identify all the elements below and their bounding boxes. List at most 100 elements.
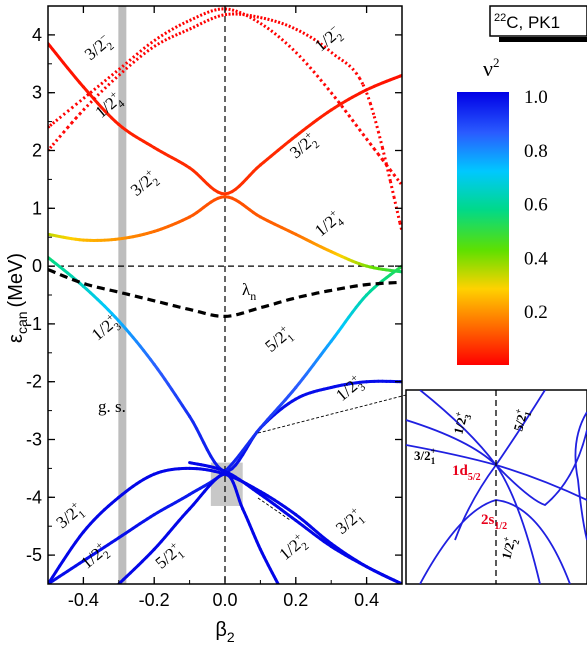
curve-segment	[168, 29, 172, 31]
curve-segment	[72, 118, 76, 123]
level-label: 1/2−2	[310, 22, 347, 58]
curve-segment	[112, 79, 116, 82]
curve-segment	[165, 32, 169, 34]
curve-segment	[179, 32, 183, 34]
curve-segment	[83, 96, 87, 99]
curve-segment	[68, 123, 72, 128]
level-label: 1/2+3	[332, 372, 369, 408]
curve-segment	[197, 24, 201, 26]
curve-segment	[193, 26, 197, 28]
curve-segment	[204, 13, 208, 14]
curve-segment	[140, 49, 144, 52]
level-label: 3/2+2	[126, 167, 163, 203]
curve-segment	[218, 15, 222, 16]
curve-segment	[360, 78, 364, 85]
curve-segment	[321, 80, 325, 84]
curve-segment	[250, 17, 254, 19]
curve-segment	[147, 43, 151, 46]
curve-segment	[394, 175, 397, 179]
curve-segment	[158, 36, 162, 38]
curve-segment	[56, 137, 60, 141]
y-tick-label: -3	[26, 430, 42, 450]
curve-segment	[317, 76, 321, 80]
curve-segment	[335, 97, 339, 101]
curve-segment	[129, 58, 133, 61]
curve-segment	[101, 81, 105, 84]
curve-segment	[310, 67, 314, 71]
curve-segment	[115, 70, 119, 73]
curve-segment	[296, 52, 300, 56]
curve-segment	[278, 22, 282, 23]
curve-segment	[80, 110, 84, 114]
curve-segment	[246, 15, 250, 17]
gs-label: g. s.	[98, 397, 126, 416]
curve-segment	[186, 29, 190, 31]
curve-segment	[147, 49, 151, 52]
curve-segment	[151, 41, 155, 44]
x-tick-label: -0.4	[68, 590, 99, 610]
curve-segment	[338, 58, 342, 60]
y-tick-label: -5	[26, 545, 42, 565]
curve-segment	[328, 88, 332, 92]
curve-segment	[285, 42, 289, 45]
curve-segment	[197, 16, 201, 18]
curve-segment	[183, 22, 187, 24]
colorbar: ν2 1.00.80.60.40.2	[457, 55, 548, 365]
curve-segment	[53, 121, 56, 124]
curve-segment	[331, 93, 335, 97]
curve-segment	[324, 84, 328, 88]
curve-segment	[397, 179, 400, 183]
x-axis-label: β2	[215, 619, 235, 645]
curve-segment	[60, 115, 64, 118]
curve-segment	[342, 60, 346, 62]
curve-segment	[397, 211, 400, 223]
level-label: 3/2+1	[332, 505, 369, 541]
curve-segment	[264, 26, 268, 28]
curve-segment	[68, 108, 72, 111]
curve-segment	[370, 103, 374, 116]
curve-segment	[214, 16, 218, 17]
curve-segment	[296, 29, 300, 31]
curve-segment	[211, 18, 215, 19]
curve-segment	[183, 31, 187, 33]
curve-segment	[306, 35, 310, 37]
curve-segment	[186, 20, 190, 22]
curve-segment	[105, 78, 109, 81]
curve-segment	[94, 95, 98, 99]
curve-segment	[87, 103, 91, 107]
curve-segment	[190, 19, 194, 21]
curve-segment	[289, 45, 293, 48]
curve-segment	[129, 63, 133, 66]
curve-segment	[144, 46, 148, 49]
curve-segment	[390, 181, 394, 197]
curve-segment	[98, 84, 102, 87]
curve-segment	[154, 44, 158, 46]
curve-segment	[299, 56, 303, 60]
curve-segment	[137, 52, 141, 55]
curve-segment	[253, 16, 257, 17]
curve-segment	[172, 28, 176, 30]
curve-segment	[374, 116, 378, 131]
curve-segment	[83, 106, 87, 110]
curve-segment	[352, 69, 356, 73]
curve-segment	[299, 31, 303, 33]
curve-segment	[101, 89, 105, 92]
level-label: 1/2+4	[310, 207, 347, 243]
level-label: 3/2+1	[52, 499, 89, 535]
curve-segment	[345, 62, 349, 65]
curve-segment	[207, 11, 211, 12]
curve-segment	[172, 35, 176, 37]
curve-segment	[264, 18, 268, 19]
curve-segment	[345, 111, 349, 116]
curve-segment	[278, 36, 282, 39]
curve-segment	[229, 9, 233, 10]
curve-segment	[76, 114, 80, 118]
curve-segment	[253, 19, 257, 21]
curve-segment	[378, 131, 382, 147]
y-tick-label: -2	[26, 372, 42, 392]
curve-segment	[221, 15, 225, 16]
colorbar-gradient	[457, 92, 509, 365]
curve-segment	[126, 66, 130, 69]
curve-segment	[285, 25, 289, 26]
